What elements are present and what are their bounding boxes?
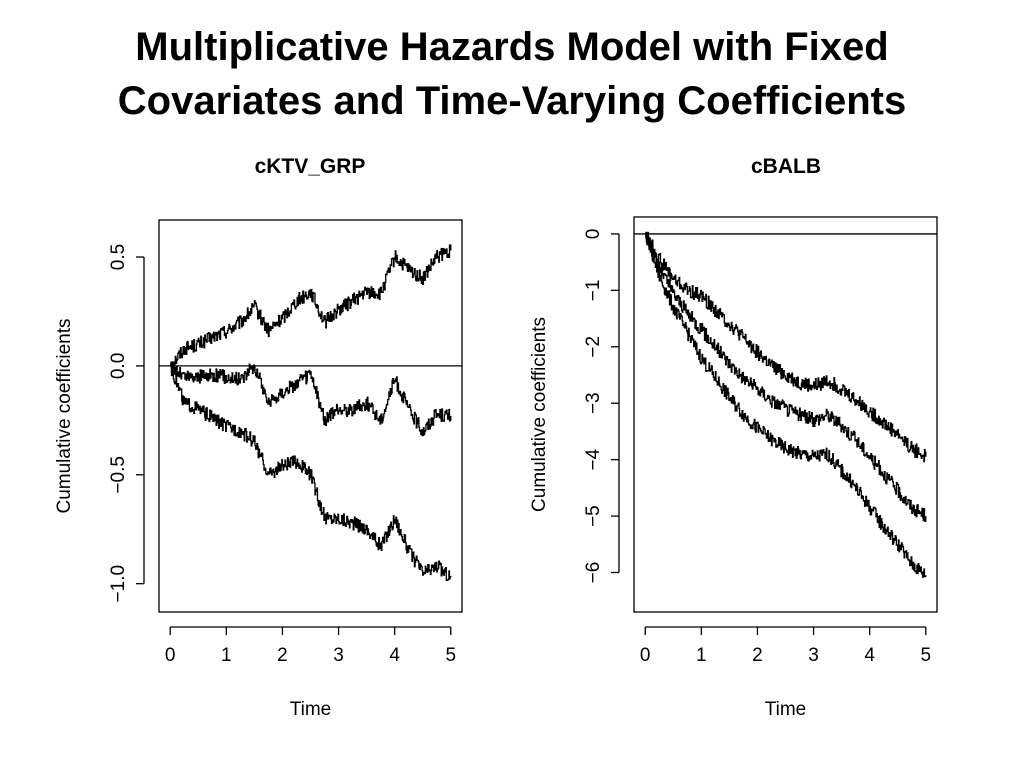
x-tick-label: 3 [333, 645, 344, 666]
series-line [170, 244, 452, 370]
x-tick-label: 5 [920, 645, 931, 666]
x-tick-label: 4 [864, 645, 875, 666]
y-tick-label: −3 [583, 392, 604, 414]
y-tick-label: −4 [583, 448, 604, 470]
x-tick-label: 4 [389, 645, 400, 666]
y-tick-label: −5 [583, 505, 604, 527]
slide-title-line1: Multiplicative Hazards Model with Fixed [135, 25, 889, 69]
x-axis-label: Time [290, 699, 332, 720]
slide-title: Multiplicative Hazards Model with Fixed … [0, 20, 1024, 128]
series-line [170, 361, 452, 582]
series-line [645, 233, 927, 523]
x-tick-label: 2 [752, 645, 763, 666]
y-axis-label: Cumulative coefficients [529, 317, 550, 512]
y-tick-label: −6 [583, 562, 604, 584]
x-tick-label: 2 [277, 645, 288, 666]
plot-frame [633, 216, 938, 613]
slide-title-line2: Covariates and Time-Varying Coefficients [117, 79, 907, 123]
chart-panel-cktv-grp: cKTV_GRP 0 1 2 3 4 5 Time −1.0 −0.5 0.0 0.5 Cumulati… [54, 155, 463, 720]
x-tick-label: 1 [696, 645, 707, 666]
x-axis-label: Time [765, 699, 807, 720]
series-line [645, 231, 927, 578]
y-tick-label: 0.5 [108, 244, 129, 270]
panel-title: cKTV_GRP [255, 155, 366, 178]
y-axis-label: Cumulative coefficients [54, 318, 75, 513]
series-line [645, 231, 927, 463]
chart-panel-cbalb: cBALB 0 1 2 3 4 5 Time −6 −5 −4 −3 −2 −1 0 Cumulative c… [529, 155, 938, 720]
x-tick-label: 3 [808, 645, 819, 666]
plot-frame [158, 219, 463, 613]
y-tick-label: 0 [583, 229, 604, 240]
y-tick-label: −1.0 [108, 565, 129, 603]
series-line [170, 361, 452, 437]
x-tick-label: 1 [221, 645, 232, 666]
y-tick-label: −2 [583, 336, 604, 358]
panel-title: cBALB [751, 155, 821, 178]
y-tick-label: −1 [583, 280, 604, 302]
y-tick-label: 0.0 [108, 353, 129, 379]
x-tick-label: 5 [445, 645, 456, 666]
x-tick-label: 0 [640, 645, 651, 666]
x-tick-label: 0 [165, 645, 176, 666]
y-tick-label: −0.5 [108, 456, 129, 494]
